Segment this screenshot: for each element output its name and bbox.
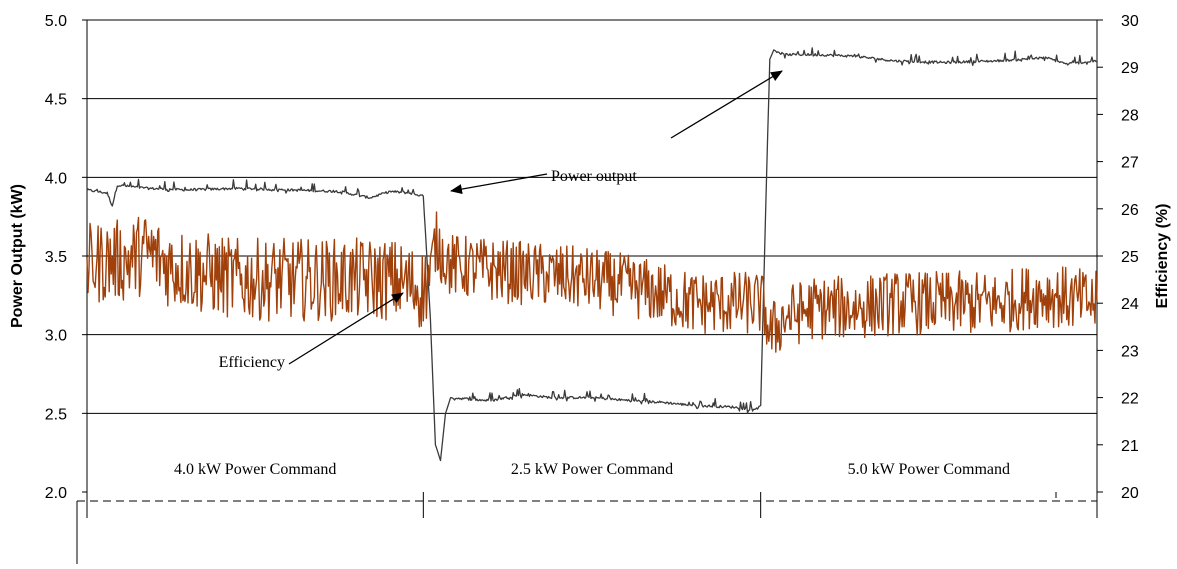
y-right-tick-label: 27 — [1121, 155, 1139, 172]
y-right-axis-title: Efficiency (%) — [1154, 204, 1171, 309]
y-right-tick-label: 20 — [1121, 485, 1139, 502]
y-left-tick-label: 4.0 — [45, 170, 67, 187]
annotation-arrow — [450, 173, 548, 195]
annotation-label: Power output — [551, 168, 637, 185]
power-output-series-line — [86, 47, 1097, 462]
y-right-tick-label: 30 — [1121, 13, 1139, 30]
y-left-tick-label: 3.5 — [45, 249, 67, 266]
y-right-tick-label: 22 — [1121, 391, 1139, 408]
y-right-tick-label: 29 — [1121, 60, 1139, 77]
y-right-tick-label: 26 — [1121, 202, 1139, 219]
labels: 5.0 4.5 4.0 3.5 3.0 2.5 2.0 30 29 28 27 26 25 24 23 22 2… — [9, 13, 1171, 502]
segment-label: 5.0 kW Power Command — [848, 461, 1010, 478]
annotation-arrow — [670, 70, 783, 139]
y-left-tick-label: 4.5 — [45, 92, 67, 109]
segment-label: 4.0 kW Power Command — [174, 461, 336, 478]
y-left-tick-label: 3.0 — [45, 328, 67, 345]
y-right-tick-label: 24 — [1121, 296, 1139, 313]
efficiency-series-line — [86, 211, 1098, 353]
segment-label: 2.5 kW Power Command — [511, 461, 673, 478]
annotations: Power output Efficiency — [219, 70, 783, 371]
y-left-tick-label: 2.5 — [45, 406, 67, 423]
y-right-tick-label: 28 — [1121, 107, 1139, 124]
annotation-label: Efficiency — [219, 354, 285, 371]
annotation-arrow — [288, 292, 404, 365]
grid — [87, 19, 1097, 414]
y-left-tick-label: 2.0 — [45, 485, 67, 502]
y-left-axis-title: Power Output (kW) — [9, 184, 26, 328]
y-right-tick-label: 25 — [1121, 249, 1139, 266]
y-left-tick-label: 5.0 — [45, 13, 67, 30]
series-layer — [86, 47, 1098, 462]
y-right-tick-label: 23 — [1121, 343, 1139, 360]
y-right-tick-label: 21 — [1121, 438, 1139, 455]
plot-frame — [76, 19, 1103, 564]
